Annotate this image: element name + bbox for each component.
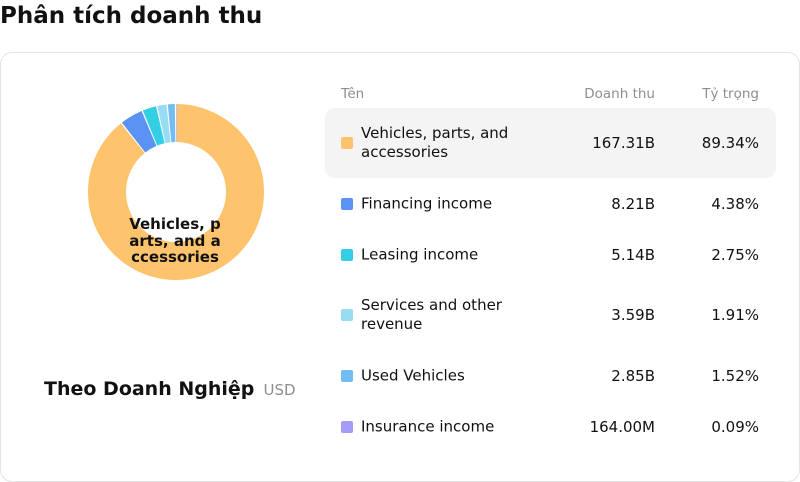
row-name: Services and other revenue bbox=[361, 296, 502, 333]
donut-slice[interactable] bbox=[167, 104, 176, 143]
revenue-table: Tên Doanh thu Tỷ trọng Vehicles, parts, … bbox=[325, 82, 776, 452]
center-label-line: Vehicles, p bbox=[129, 216, 221, 233]
row-share: 89.34% bbox=[701, 134, 759, 152]
donut-svg bbox=[87, 104, 264, 280]
row-revenue: 8.21B bbox=[611, 194, 655, 213]
donut-center-label: Vehicles, p arts, and a ccessories bbox=[125, 216, 225, 268]
legend-swatch bbox=[341, 137, 353, 149]
legend-swatch bbox=[341, 369, 353, 382]
table-row[interactable]: Used Vehicles 2.85B 1.52% bbox=[325, 350, 776, 401]
legend-swatch bbox=[341, 309, 353, 321]
table-header: Tên Doanh thu Tỷ trọng bbox=[325, 82, 776, 108]
table-row[interactable]: Financing income 8.21B 4.38% bbox=[325, 178, 776, 229]
row-name: Financing income bbox=[361, 194, 493, 212]
row-revenue: 167.31B bbox=[592, 134, 655, 152]
center-label-line: ccessories bbox=[131, 248, 219, 266]
donut-slice[interactable] bbox=[142, 106, 165, 146]
table-row[interactable]: Services and other revenue 3.59B 1.91% bbox=[325, 280, 776, 350]
row-revenue: 5.14B bbox=[611, 245, 655, 264]
row-name: Insurance income bbox=[361, 417, 495, 435]
legend-swatch bbox=[341, 420, 353, 433]
legend-swatch bbox=[341, 197, 353, 210]
table-row[interactable]: Vehicles, parts, and accessories 167.31B 8… bbox=[325, 108, 776, 178]
unit-label: USD bbox=[263, 381, 296, 399]
row-name: Leasing income bbox=[361, 245, 479, 263]
row-share: 2.75% bbox=[711, 245, 759, 264]
header-revenue: Doanh thu bbox=[584, 86, 655, 102]
page-title: Phân tích doanh thu bbox=[0, 3, 263, 29]
donut-slice[interactable] bbox=[121, 111, 157, 153]
center-label-line: arts, and a bbox=[129, 231, 221, 250]
row-name: Used Vehicles bbox=[361, 366, 465, 384]
legend-swatch bbox=[341, 248, 353, 261]
table-row[interactable]: Leasing income 5.14B 2.75% bbox=[325, 229, 776, 280]
donut-slice[interactable] bbox=[87, 104, 264, 280]
donut-slice[interactable] bbox=[176, 104, 177, 143]
row-revenue: 3.59B bbox=[611, 306, 655, 324]
donut-slice[interactable] bbox=[157, 104, 171, 144]
row-share: 1.91% bbox=[711, 306, 759, 324]
row-share: 1.52% bbox=[711, 366, 759, 385]
table-row[interactable]: Insurance income 164.00M 0.09% bbox=[325, 401, 776, 452]
row-share: 4.38% bbox=[711, 194, 759, 213]
chart-subtitle: Theo Doanh Nghiệp USD bbox=[44, 376, 314, 403]
row-name: Vehicles, parts, and accessories bbox=[361, 124, 509, 161]
donut-chart bbox=[86, 102, 266, 282]
header-name: Tên bbox=[341, 86, 365, 102]
header-share: Tỷ trọng bbox=[702, 86, 759, 102]
row-share: 0.09% bbox=[711, 417, 759, 436]
subtitle-text: Theo Doanh Nghiệp bbox=[44, 378, 255, 400]
row-revenue: 2.85B bbox=[611, 366, 655, 385]
row-revenue: 164.00M bbox=[589, 417, 655, 436]
